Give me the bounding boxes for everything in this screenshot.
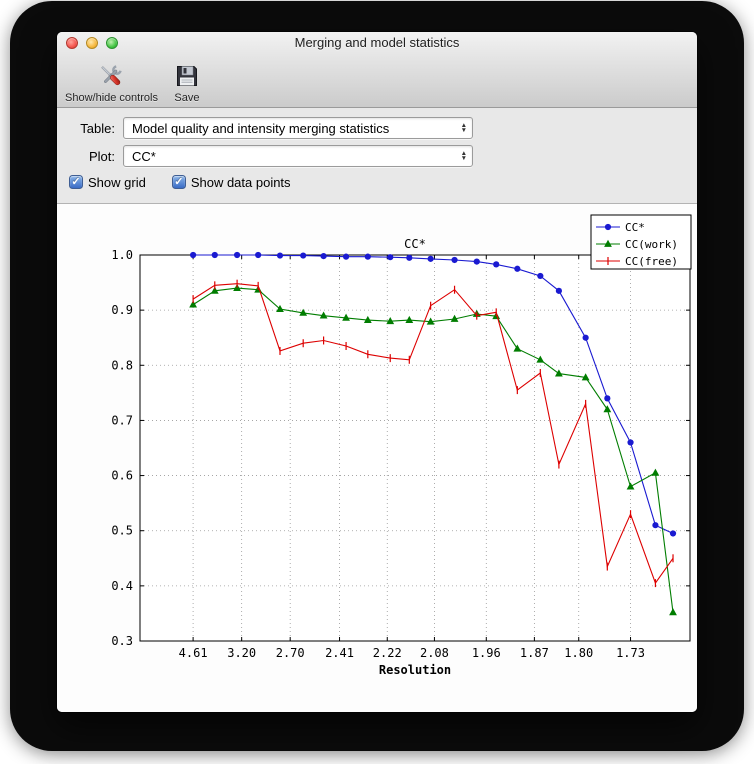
minimize-button[interactable]: [86, 37, 98, 49]
chart: 4.61 3.20 2.70 2.41 2.22 2.08 1.96 1.87 1.80 1.73…: [111, 214, 692, 677]
window-title: Merging and model statistics: [294, 35, 460, 50]
checkbox-label: Show grid: [88, 174, 146, 190]
svg-text:2.70: 2.70: [276, 646, 305, 660]
save-button[interactable]: Save: [174, 60, 200, 104]
svg-text:CC(free): CC(free): [625, 255, 678, 268]
plot-row: Plot: CC* ▲ ▼: [57, 143, 697, 169]
toolbar-item-label: Save: [174, 92, 200, 104]
plot-select-value: CC*: [132, 148, 156, 164]
traffic-lights: [66, 37, 118, 49]
close-button[interactable]: [66, 37, 78, 49]
svg-text:1.73: 1.73: [616, 646, 645, 660]
app-window: Merging and model statistics: [57, 32, 697, 712]
toolbar-item-label: Show/hide controls: [65, 92, 158, 104]
table-label: Table:: [80, 120, 115, 136]
svg-text:1.80: 1.80: [564, 646, 593, 660]
svg-text:1.96: 1.96: [472, 646, 501, 660]
controls-panel: Table: Model quality and intensity mergi…: [57, 108, 697, 204]
checkbox-label: Show data points: [190, 174, 291, 190]
table-row: Table: Model quality and intensity mergi…: [57, 115, 697, 141]
combobox-arrows-icon: ▲ ▼: [460, 121, 467, 134]
checkbox-icon: ✓: [69, 175, 83, 189]
show-grid-checkbox[interactable]: ✓ Show grid: [69, 175, 146, 190]
svg-text:2.22: 2.22: [373, 646, 402, 660]
plot-select[interactable]: CC* ▲ ▼: [123, 145, 473, 167]
combobox-arrows-icon: ▲ ▼: [460, 149, 467, 162]
svg-text:0.9: 0.9: [111, 303, 133, 317]
toolbar: Show/hide controls Save: [57, 54, 697, 107]
svg-text:CC(work): CC(work): [625, 238, 678, 251]
svg-text:0.8: 0.8: [111, 358, 133, 372]
svg-text:3.20: 3.20: [227, 646, 256, 660]
svg-text:0.3: 0.3: [111, 634, 133, 648]
checkmark-icon: ✓: [71, 175, 81, 188]
show-data-points-checkbox[interactable]: ✓ Show data points: [171, 174, 291, 190]
svg-text:0.4: 0.4: [111, 579, 133, 593]
checkmark-icon: ✓: [174, 175, 184, 188]
checkbox-icon: ✓: [171, 175, 186, 189]
svg-text:0.5: 0.5: [111, 524, 133, 538]
svg-text:2.08: 2.08: [420, 646, 449, 660]
svg-text:CC*: CC*: [404, 237, 426, 251]
svg-text:0.6: 0.6: [111, 469, 133, 483]
svg-text:1.0: 1.0: [111, 248, 133, 262]
table-select-value: Model quality and intensity merging stat…: [132, 120, 390, 136]
svg-text:2.41: 2.41: [325, 646, 354, 660]
save-icon: [174, 60, 200, 91]
svg-text:1.87: 1.87: [520, 646, 549, 660]
titlebar[interactable]: Merging and model statistics: [57, 32, 697, 54]
table-select[interactable]: Model quality and intensity merging stat…: [123, 117, 473, 139]
show-hide-controls-button[interactable]: Show/hide controls: [65, 60, 158, 104]
tools-icon: [94, 60, 128, 91]
svg-text:4.61: 4.61: [179, 646, 208, 660]
checkbox-row: ✓ Show grid ✓ Show data points: [57, 171, 697, 193]
svg-text:CC*: CC*: [625, 221, 645, 234]
plot-label: Plot:: [88, 148, 115, 164]
zoom-button[interactable]: [106, 37, 118, 49]
window-header: Merging and model statistics: [57, 32, 697, 108]
svg-text:Resolution: Resolution: [379, 663, 451, 677]
chart-figure: 4.61 3.20 2.70 2.41 2.22 2.08 1.96 1.87 1.80 1.73…: [57, 204, 697, 712]
svg-text:0.7: 0.7: [111, 413, 133, 427]
